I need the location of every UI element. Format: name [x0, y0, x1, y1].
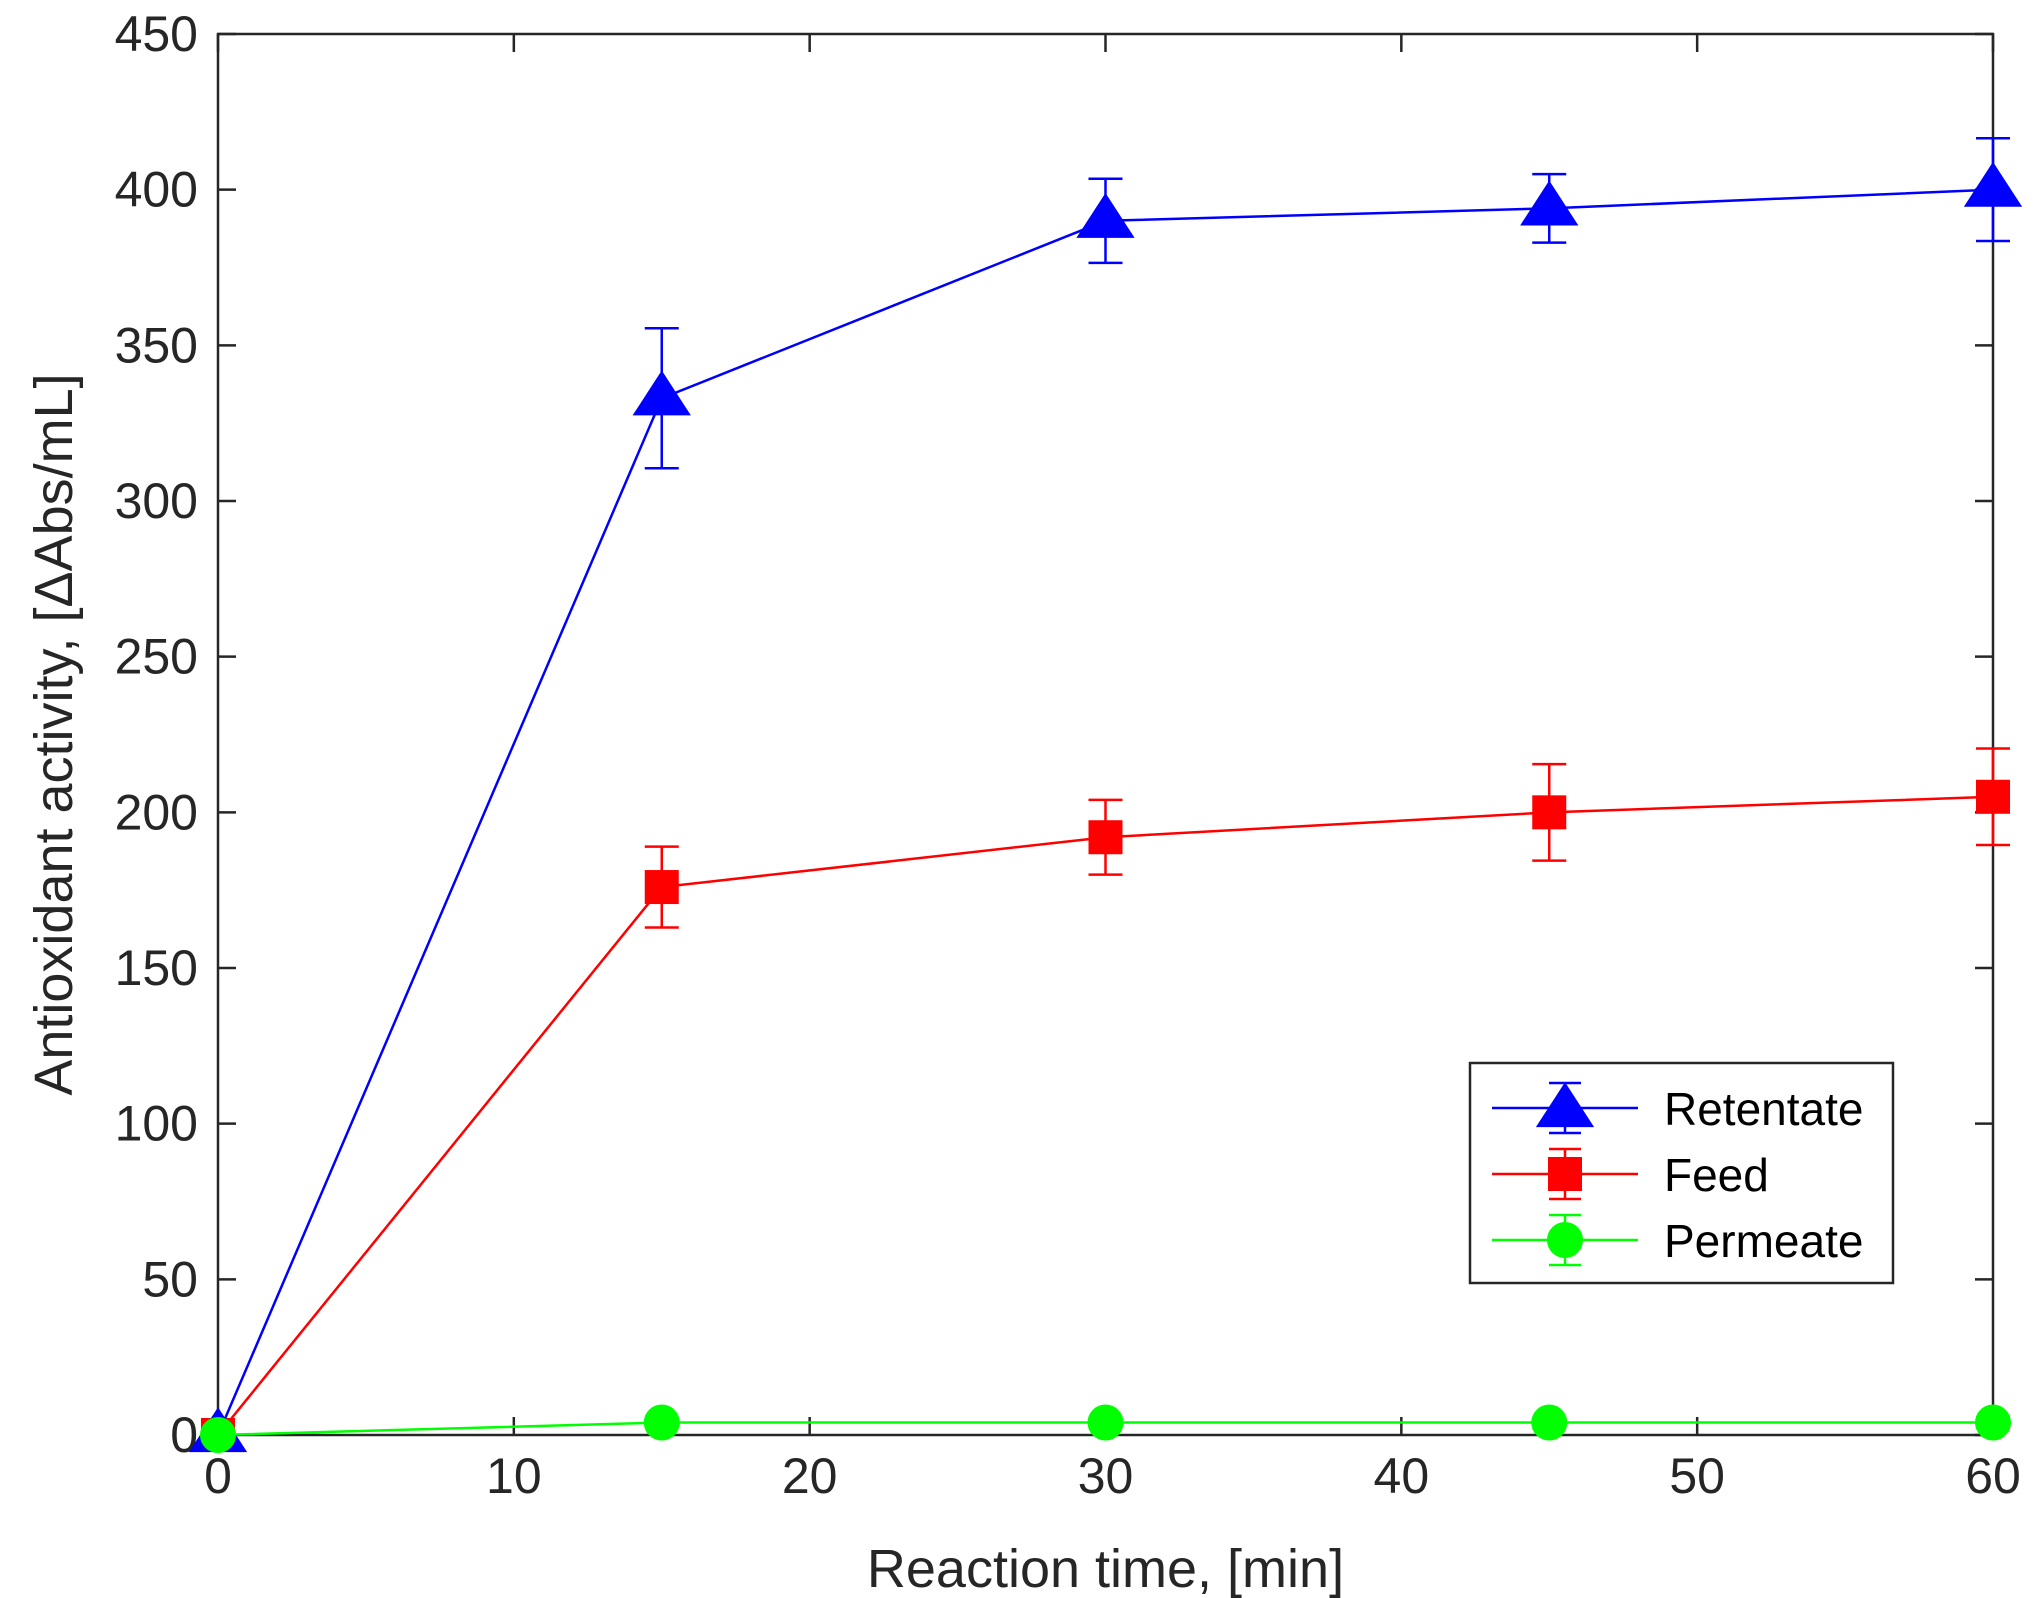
y-tick-label: 50 — [142, 1251, 198, 1307]
x-tick-label: 50 — [1669, 1448, 1725, 1504]
legend-marker-feed — [1548, 1157, 1582, 1191]
y-tick-label: 100 — [115, 1096, 198, 1152]
legend-marker-permeate — [1547, 1222, 1583, 1258]
series-permeate — [200, 1404, 2011, 1453]
retentate-point — [1520, 180, 1579, 226]
legend-marker-retentate — [1535, 1082, 1595, 1128]
retentate-point — [632, 370, 691, 416]
x-axis: 0 10 20 30 40 50 60 — [204, 34, 2021, 1504]
permeate-point — [1531, 1404, 1568, 1441]
x-tick-label: 20 — [782, 1448, 838, 1504]
legend-label-feed: Feed — [1664, 1149, 1769, 1201]
y-tick-label: 200 — [115, 784, 198, 840]
feed-point — [644, 870, 679, 905]
permeate-point — [1087, 1404, 1124, 1441]
y-tick-label: 400 — [115, 162, 198, 218]
y-tick-label: 0 — [170, 1407, 198, 1463]
x-tick-label: 0 — [204, 1448, 232, 1504]
retentate-point — [1076, 192, 1135, 238]
legend: Retentate Feed Permeate — [1468, 1061, 1895, 1285]
y-tick-label: 450 — [115, 6, 198, 62]
feed-point — [1088, 820, 1123, 855]
retentate-point — [1963, 161, 2023, 207]
x-tick-label: 30 — [1078, 1448, 1134, 1504]
feed-point — [1976, 779, 2010, 814]
series-layer — [188, 137, 2023, 1453]
permeate-point — [200, 1417, 236, 1453]
y-axis: 0 50 100 150 200 250 300 350 400 450 — [115, 6, 1993, 1463]
x-axis-label: Reaction time, [min] — [867, 1539, 1344, 1598]
y-tick-label: 250 — [115, 629, 198, 685]
feed-point — [1532, 795, 1567, 830]
permeate-point — [643, 1404, 680, 1441]
x-tick-label: 10 — [486, 1448, 542, 1504]
permeate-point — [1975, 1404, 2011, 1441]
x-tick-label: 40 — [1374, 1448, 1430, 1504]
y-axis-label: Antioxidant activity, [ΔAbs/mL] — [24, 373, 84, 1095]
legend-label-permeate: Permeate — [1664, 1215, 1863, 1267]
x-tick-label: 60 — [1965, 1448, 2021, 1504]
y-tick-label: 350 — [115, 317, 198, 373]
y-tick-label: 150 — [115, 940, 198, 996]
y-tick-label: 300 — [115, 473, 198, 529]
legend-label-retentate: Retentate — [1664, 1083, 1863, 1135]
